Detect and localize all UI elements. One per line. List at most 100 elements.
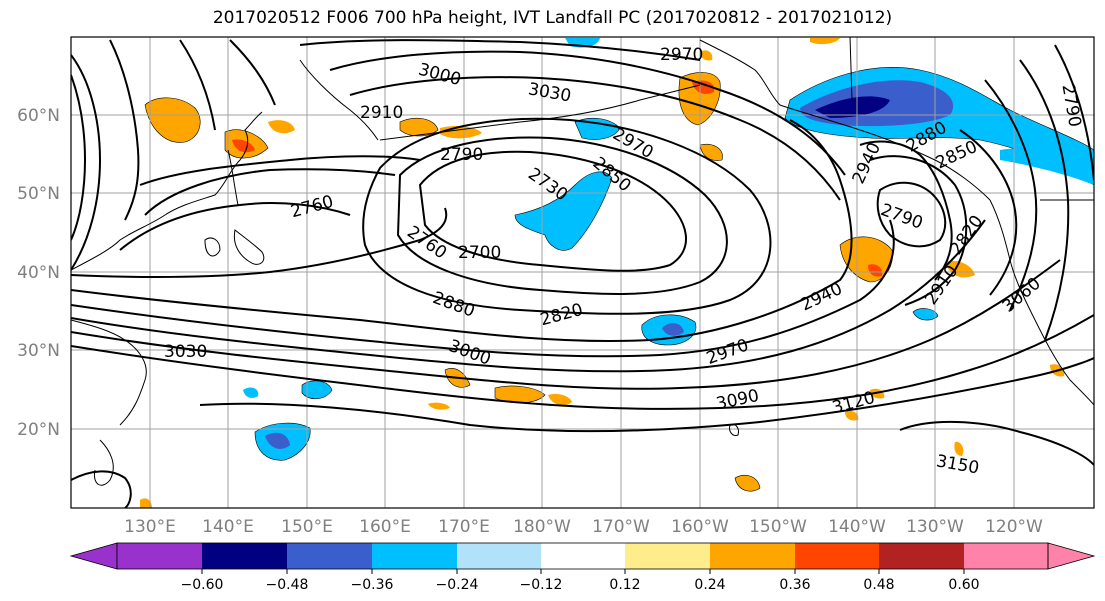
lon-label: 140°W — [828, 517, 886, 537]
contour-line — [71, 470, 132, 508]
contour-line — [71, 74, 87, 241]
contour-line — [876, 181, 947, 248]
shade-region — [810, 38, 840, 45]
colorbar-tick-label: 0.48 — [863, 577, 894, 593]
contour-line — [71, 314, 1094, 410]
lat-label-40n: 40°N — [17, 263, 60, 283]
contour-line — [229, 39, 276, 106]
contour-line — [71, 54, 102, 271]
colorbar-segment — [879, 543, 964, 569]
contour-line — [396, 136, 728, 295]
graticule — [71, 37, 1094, 508]
shade-region — [954, 441, 964, 456]
colorbar-segment — [287, 543, 372, 569]
asia-coast — [71, 111, 263, 271]
colorbar-extend-low — [69, 542, 118, 570]
colorbar-tick-label: 0.24 — [694, 577, 725, 593]
shade-region — [815, 96, 890, 118]
contour-line — [119, 202, 351, 251]
shade-region — [700, 50, 713, 61]
korea-coast — [204, 237, 221, 257]
contour-label: 2790 — [440, 145, 483, 165]
shade-region — [243, 387, 259, 398]
shade-region — [845, 410, 859, 421]
lon-label: 130°E — [124, 517, 176, 537]
colorbar-tick-label: −0.60 — [181, 577, 224, 593]
colorbar-extend-high — [1047, 542, 1096, 570]
shade-region — [868, 264, 883, 277]
contour-line — [139, 155, 421, 186]
colorbar-tick-label: 0.12 — [609, 577, 640, 593]
lon-label: 160°E — [359, 517, 411, 537]
colorbar-segment — [625, 543, 710, 569]
colorbar-segment — [964, 543, 1048, 569]
colorbar-segment — [372, 543, 457, 569]
lat-label-50n: 50°N — [17, 184, 60, 204]
shade-region — [692, 80, 715, 94]
latitude-labels: 60°N 50°N 40°N 30°N 20°N — [17, 106, 60, 440]
contour-line — [418, 150, 687, 272]
contour-line — [109, 39, 140, 221]
colorbar-segment — [541, 543, 625, 569]
colorbar-tick-label: −0.48 — [266, 577, 309, 593]
shade-region — [912, 308, 939, 321]
lat-label-60n: 60°N — [17, 106, 60, 126]
colorbar-tick-label: 0.60 — [948, 577, 979, 593]
lon-label: 140°E — [202, 517, 254, 537]
map-title: 2017020512 F006 700 hPa height, IVT Land… — [212, 8, 893, 28]
colorbar-segment — [795, 543, 879, 569]
contour-line — [199, 357, 1094, 433]
shade-region — [144, 97, 201, 143]
map-frame — [70, 36, 1095, 509]
shade-region — [548, 393, 572, 406]
contour-line — [71, 259, 1061, 390]
philippines-coast — [93, 439, 114, 486]
japan-coast — [233, 229, 265, 265]
china-coast — [71, 319, 147, 426]
contour-line — [71, 219, 895, 358]
contour-line — [1054, 44, 1094, 181]
lon-label: 170°W — [592, 517, 650, 537]
colorbar-segment — [117, 543, 202, 569]
shade-region — [514, 171, 613, 251]
contour-line — [329, 50, 846, 176]
colorbar-segment — [710, 543, 795, 569]
shade-region — [428, 402, 450, 410]
shade-region — [399, 117, 439, 137]
shade-region — [268, 120, 295, 134]
contour-line — [71, 219, 986, 373]
height-contours — [71, 39, 1094, 508]
lon-label: 120°W — [985, 517, 1043, 537]
shade-region — [1000, 148, 1094, 185]
colorbar-tick-label: 0.36 — [779, 577, 810, 593]
lon-label: 170°E — [438, 517, 490, 537]
contour-line — [349, 76, 841, 201]
shade-region — [662, 323, 684, 336]
contour-line — [869, 155, 968, 306]
shade-region — [140, 498, 152, 508]
contour-line — [859, 140, 953, 281]
na-coast — [989, 199, 1094, 406]
contour-label: 2700 — [458, 243, 501, 263]
contour-line — [179, 39, 216, 131]
lon-label: 130°W — [906, 517, 964, 537]
contour-line — [899, 421, 1094, 466]
colorbar-tick-label: −0.12 — [520, 577, 563, 593]
shade-region — [699, 143, 723, 161]
lon-label: 160°W — [671, 517, 729, 537]
contour-label: 2910 — [360, 103, 403, 123]
shade-region — [265, 432, 290, 449]
alaska-coast — [699, 39, 991, 201]
colorbar-segment — [202, 543, 287, 569]
ivt-shading — [140, 38, 1094, 508]
colorbar-tick-label: −0.36 — [351, 577, 394, 593]
colorbar-segment — [457, 543, 541, 569]
lon-label: 150°E — [281, 517, 333, 537]
contour-label: 3030 — [164, 342, 207, 362]
contour-line — [362, 117, 772, 315]
contour-line — [299, 39, 701, 61]
contour-line — [71, 119, 853, 342]
colorbar-ticks — [201, 569, 965, 574]
shade-region — [734, 475, 761, 492]
